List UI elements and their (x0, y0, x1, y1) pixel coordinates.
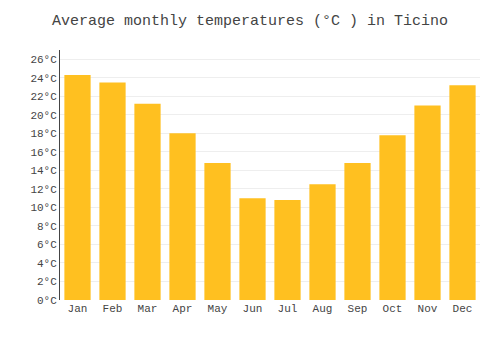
svg-text:Nov: Nov (418, 303, 438, 315)
svg-text:Jan: Jan (68, 303, 88, 315)
svg-text:Feb: Feb (103, 303, 123, 315)
svg-text:14°C: 14°C (30, 165, 57, 177)
svg-text:Dec: Dec (453, 303, 473, 315)
svg-text:10°C: 10°C (30, 202, 57, 214)
svg-text:Jul: Jul (278, 303, 298, 315)
svg-text:8°C: 8°C (37, 221, 57, 233)
svg-text:12°C: 12°C (30, 184, 57, 196)
svg-text:16°C: 16°C (30, 147, 57, 159)
svg-text:26°C: 26°C (30, 54, 57, 66)
svg-text:20°C: 20°C (30, 110, 57, 122)
svg-text:Oct: Oct (383, 303, 403, 315)
svg-text:Jun: Jun (243, 303, 263, 315)
svg-text:Sep: Sep (348, 303, 368, 315)
svg-text:May: May (208, 303, 228, 315)
svg-text:24°C: 24°C (30, 73, 57, 85)
svg-text:Average monthly temperatures (: Average monthly temperatures (°C ) in Ti… (52, 13, 448, 30)
svg-text:Mar: Mar (138, 303, 158, 315)
svg-text:2°C: 2°C (37, 276, 57, 288)
svg-text:4°C: 4°C (37, 258, 57, 270)
svg-text:0°C: 0°C (37, 295, 57, 307)
svg-text:Aug: Aug (313, 303, 333, 315)
svg-text:18°C: 18°C (30, 128, 57, 140)
svg-text:22°C: 22°C (30, 91, 57, 103)
svg-text:Apr: Apr (173, 303, 193, 315)
svg-text:6°C: 6°C (37, 239, 57, 251)
